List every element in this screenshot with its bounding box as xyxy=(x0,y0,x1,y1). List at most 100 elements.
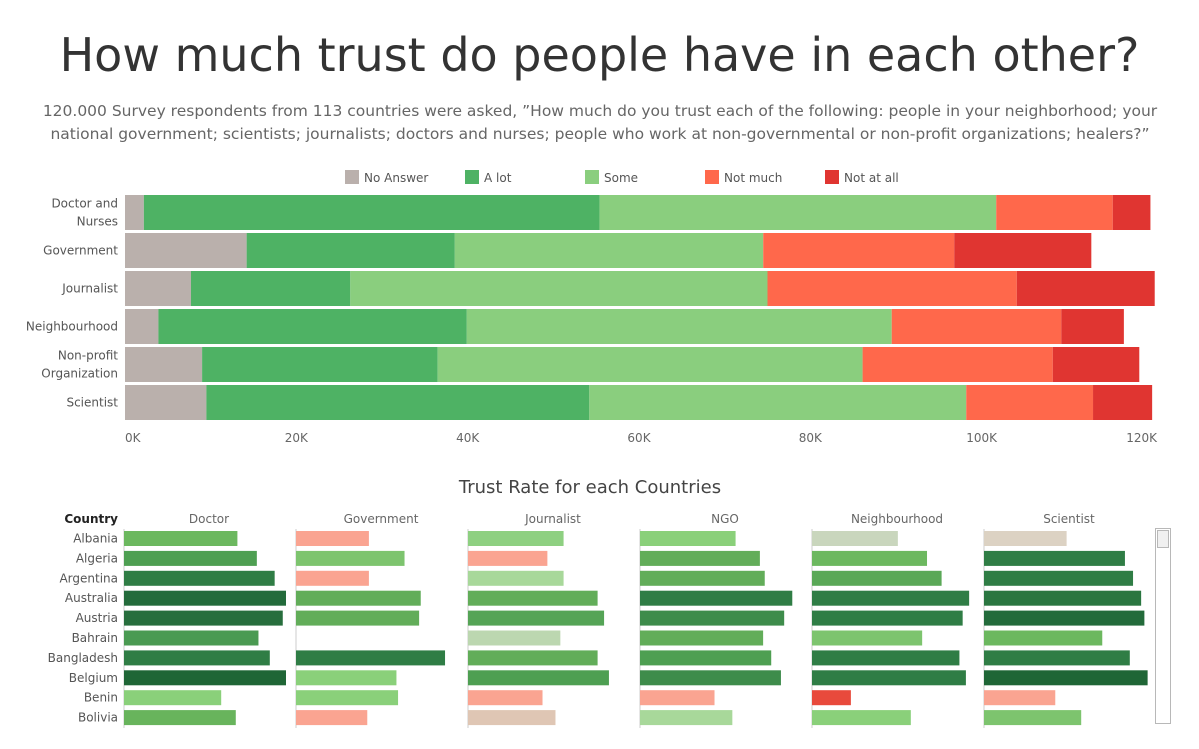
country-bar[interactable] xyxy=(984,570,1134,586)
chart-legend[interactable]: No Answer A lot Some Not much Not at all xyxy=(345,170,899,185)
bar-segment[interactable] xyxy=(143,195,600,230)
bar-segment[interactable] xyxy=(466,309,892,344)
country-bar[interactable] xyxy=(984,630,1103,646)
legend-swatch xyxy=(345,170,359,184)
bar-segment[interactable] xyxy=(1093,385,1153,420)
country-bar[interactable] xyxy=(640,570,765,586)
country-bar[interactable] xyxy=(468,670,609,686)
country-bar[interactable] xyxy=(296,590,421,606)
bar-segment[interactable] xyxy=(350,271,768,306)
country-bar[interactable] xyxy=(296,610,420,626)
country-bar[interactable] xyxy=(640,590,793,606)
legend-item[interactable]: Not at all xyxy=(825,170,899,185)
country-bar[interactable] xyxy=(812,590,970,606)
country-bar[interactable] xyxy=(984,690,1056,706)
legend-item[interactable]: No Answer xyxy=(345,170,428,185)
bar-segment[interactable] xyxy=(206,385,590,420)
bar-segment[interactable] xyxy=(125,233,247,268)
bar-segment[interactable] xyxy=(1061,309,1124,344)
bar-segment[interactable] xyxy=(454,233,764,268)
country-bar[interactable] xyxy=(640,550,760,566)
country-bar[interactable] xyxy=(812,670,966,686)
country-bar[interactable] xyxy=(468,710,556,726)
country-bar[interactable] xyxy=(812,531,898,546)
country-bar[interactable] xyxy=(124,570,275,586)
column-header: Scientist xyxy=(1043,512,1095,526)
country-bar[interactable] xyxy=(984,590,1142,606)
country-bar[interactable] xyxy=(124,670,286,686)
bar-segment[interactable] xyxy=(954,233,1092,268)
bar-segment[interactable] xyxy=(246,233,455,268)
country-bar[interactable] xyxy=(124,710,236,726)
country-bar[interactable] xyxy=(640,670,781,686)
country-bar[interactable] xyxy=(468,690,543,706)
bar-segment[interactable] xyxy=(190,271,351,306)
country-bar[interactable] xyxy=(640,610,785,626)
country-bar[interactable] xyxy=(124,650,270,666)
country-bar[interactable] xyxy=(296,690,399,706)
country-bar[interactable] xyxy=(124,690,222,706)
country-bar[interactable] xyxy=(124,531,238,546)
country-bar[interactable] xyxy=(984,610,1145,626)
country-bar[interactable] xyxy=(124,590,286,606)
country-bar[interactable] xyxy=(640,531,736,546)
country-bar[interactable] xyxy=(468,650,598,666)
bar-segment[interactable] xyxy=(158,309,467,344)
country-bar[interactable] xyxy=(124,550,257,566)
country-bar[interactable] xyxy=(468,610,605,626)
vertical-scrollbar[interactable] xyxy=(1155,528,1171,724)
country-bar[interactable] xyxy=(124,610,283,626)
country-bar[interactable] xyxy=(812,710,911,726)
country-bar[interactable] xyxy=(812,630,923,646)
country-bar[interactable] xyxy=(984,670,1148,686)
bar-segment[interactable] xyxy=(125,309,159,344)
country-bar[interactable] xyxy=(296,550,405,566)
bar-segment[interactable] xyxy=(599,195,997,230)
legend-item[interactable]: Not much xyxy=(705,170,782,185)
bar-segment[interactable] xyxy=(125,347,203,382)
country-bar[interactable] xyxy=(812,610,963,626)
country-bar[interactable] xyxy=(296,570,369,586)
bar-segment[interactable] xyxy=(1112,195,1151,230)
bar-segment[interactable] xyxy=(1052,347,1140,382)
country-bar[interactable] xyxy=(296,650,446,666)
country-bar[interactable] xyxy=(468,590,598,606)
country-bar[interactable] xyxy=(812,570,942,586)
bar-segment[interactable] xyxy=(767,271,1017,306)
bar-segment[interactable] xyxy=(763,233,955,268)
bar-segment[interactable] xyxy=(862,347,1053,382)
country-bar[interactable] xyxy=(812,550,928,566)
country-bar[interactable] xyxy=(296,670,397,686)
bar-segment[interactable] xyxy=(125,385,207,420)
country-bar[interactable] xyxy=(984,531,1067,546)
country-bar[interactable] xyxy=(984,550,1125,566)
bar-segment[interactable] xyxy=(437,347,863,382)
bar-segment[interactable] xyxy=(125,195,144,230)
bar-segment[interactable] xyxy=(202,347,438,382)
country-bar[interactable] xyxy=(984,650,1130,666)
country-bar[interactable] xyxy=(640,630,764,646)
legend-item[interactable]: A lot xyxy=(465,170,512,185)
bar-segment[interactable] xyxy=(125,271,191,306)
country-bar[interactable] xyxy=(984,710,1082,726)
country-bar[interactable] xyxy=(468,531,564,546)
bar-segment[interactable] xyxy=(589,385,967,420)
country-bar[interactable] xyxy=(468,570,564,586)
country-bar[interactable] xyxy=(812,690,851,706)
category-label: Government xyxy=(43,244,118,258)
country-bar[interactable] xyxy=(468,550,548,566)
bar-segment[interactable] xyxy=(966,385,1094,420)
scrollbar-thumb[interactable] xyxy=(1157,530,1169,548)
country-bar[interactable] xyxy=(468,630,561,646)
country-bar[interactable] xyxy=(296,710,368,726)
country-bar[interactable] xyxy=(124,630,259,646)
bar-segment[interactable] xyxy=(996,195,1113,230)
country-bar[interactable] xyxy=(640,650,772,666)
country-bar[interactable] xyxy=(640,690,715,706)
country-bar[interactable] xyxy=(812,650,960,666)
bar-segment[interactable] xyxy=(891,309,1062,344)
country-bar[interactable] xyxy=(640,710,733,726)
country-bar[interactable] xyxy=(296,531,369,546)
legend-item[interactable]: Some xyxy=(585,170,638,185)
bar-segment[interactable] xyxy=(1016,271,1155,306)
